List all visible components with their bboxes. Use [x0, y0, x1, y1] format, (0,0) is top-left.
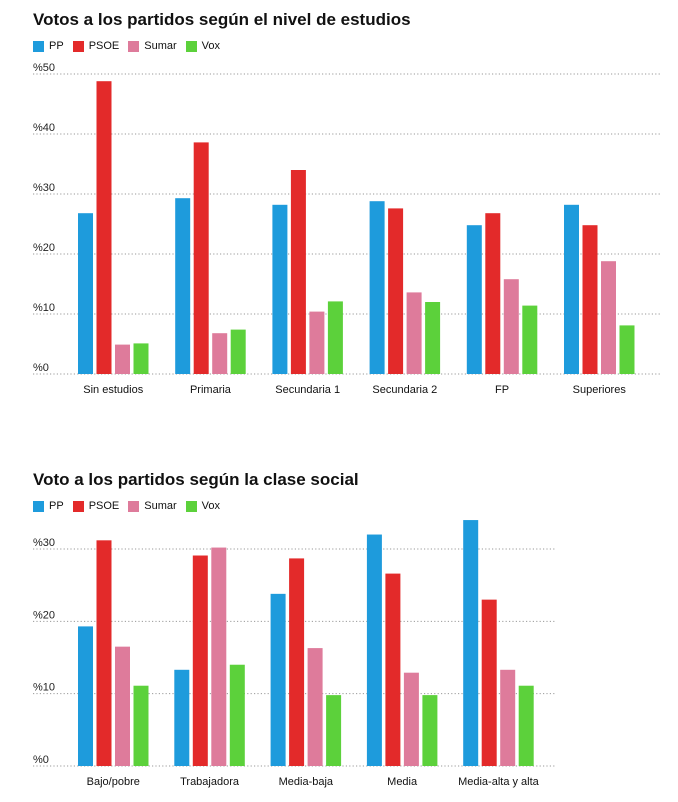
legend-item-vox: Vox	[185, 500, 221, 512]
bar-vox-superiores	[619, 325, 635, 374]
x-category-label: FP	[495, 384, 509, 396]
y-tick-label: %20	[33, 242, 55, 254]
legend-swatch-psoe	[72, 40, 84, 52]
bar-vox-primaria	[230, 329, 246, 374]
legend-item-pp: PP	[33, 40, 64, 52]
legend-label-vox: Vox	[201, 40, 221, 52]
legend-label-psoe: PSOE	[88, 500, 120, 512]
bar-pp-secundaria-1	[272, 204, 288, 374]
x-category-label: Sin estudios	[83, 384, 143, 396]
bar-vox-trabajadora	[229, 664, 245, 766]
bar-vox-media-baja	[326, 695, 342, 766]
y-tick-label: %10	[33, 682, 55, 694]
chart-educacion: Votos a los partidos según el nivel de e…	[33, 10, 660, 396]
x-category-label: Primaria	[190, 384, 232, 396]
legend-label-psoe: PSOE	[88, 40, 120, 52]
bar-sumar-sin-estudios	[115, 344, 130, 374]
chart-title: Votos a los partidos según el nivel de e…	[33, 10, 411, 29]
y-tick-label: %20	[33, 609, 55, 621]
bar-pp-bajo-pobre	[78, 626, 93, 766]
bar-vox-secundaria-2	[425, 302, 441, 374]
bar-psoe-bajo-pobre	[96, 540, 112, 766]
legend-swatch-psoe	[72, 500, 84, 512]
legend-item-psoe: PSOE	[72, 40, 120, 52]
bar-pp-sin-estudios	[78, 213, 93, 374]
legend: PP PSOE Sumar Vox	[33, 40, 229, 52]
bar-pp-media-baja	[270, 593, 286, 766]
bar-sumar-trabajadora	[211, 547, 227, 766]
y-tick-label: %0	[33, 362, 49, 374]
bar-vox-media	[422, 695, 438, 766]
bar-psoe-sin-estudios	[96, 81, 112, 374]
legend-item-vox: Vox	[185, 40, 221, 52]
bar-pp-superiores	[564, 204, 579, 374]
bar-sumar-primaria	[212, 333, 228, 374]
bar-pp-primaria	[175, 198, 191, 374]
x-category-label: Secundaria 1	[275, 384, 340, 396]
plot-area: %0 %10 %20 %30 %40 %50 Sin estudios Primaria Sec…	[33, 62, 660, 396]
bar-pp-media-alta-y-alta	[463, 520, 479, 766]
chart-clase-social: Voto a los partidos según la clase socia…	[0, 460, 678, 802]
bar-psoe-media	[385, 573, 401, 766]
x-category-label: Media	[387, 776, 418, 788]
x-category-label: Secundaria 2	[372, 384, 437, 396]
bar-sumar-bajo-pobre	[115, 646, 130, 766]
legend-swatch-sumar	[128, 40, 140, 52]
legend-item-sumar: Sumar	[128, 500, 177, 512]
y-tick-label: %0	[33, 754, 49, 766]
y-tick-label: %30	[33, 182, 55, 194]
y-tick-label: %10	[33, 302, 55, 314]
bar-sumar-secundaria-2	[406, 292, 422, 374]
legend-item-pp: PP	[33, 500, 64, 512]
bar-psoe-trabajadora	[192, 555, 208, 766]
bar-pp-media	[366, 534, 382, 766]
legend-swatch-vox	[185, 40, 197, 52]
bar-vox-media-alta-y-alta	[518, 685, 534, 766]
legend-swatch-pp	[33, 40, 44, 52]
bar-vox-sin-estudios	[133, 343, 149, 374]
chart-title: Voto a los partidos según la clase socia…	[33, 470, 359, 489]
bar-vox-fp	[522, 305, 538, 374]
legend-item-psoe: PSOE	[72, 500, 120, 512]
x-category-label: Superiores	[573, 384, 627, 396]
y-tick-label: %30	[33, 537, 55, 549]
bar-vox-bajo-pobre	[133, 685, 149, 766]
legend-item-sumar: Sumar	[128, 40, 177, 52]
legend-label-vox: Vox	[201, 500, 221, 512]
legend-label-sumar: Sumar	[144, 500, 177, 512]
plot-area: %0 %10 %20 %30 Bajo/pobre Trabajadora Media-ba…	[33, 520, 556, 788]
x-category-label: Media-alta y alta	[458, 776, 540, 788]
bar-psoe-fp	[485, 213, 501, 374]
bar-sumar-media	[403, 672, 419, 766]
legend-label-sumar: Sumar	[144, 40, 177, 52]
bar-sumar-media-baja	[307, 648, 323, 766]
bar-pp-fp	[466, 225, 482, 374]
x-category-label: Media-baja	[279, 776, 334, 788]
bar-pp-trabajadora	[174, 669, 190, 766]
bar-sumar-secundaria-1	[309, 311, 325, 374]
y-tick-label: %40	[33, 122, 55, 134]
x-category-label: Trabajadora	[180, 776, 240, 788]
bar-vox-secundaria-1	[327, 301, 343, 374]
legend-swatch-pp	[33, 500, 44, 512]
bar-sumar-media-alta-y-alta	[500, 669, 516, 766]
bar-sumar-superiores	[601, 261, 616, 374]
x-category-label: Bajo/pobre	[87, 776, 140, 788]
legend-label-pp: PP	[49, 40, 64, 52]
bar-sumar-fp	[503, 279, 519, 374]
legend-swatch-sumar	[128, 500, 140, 512]
bar-pp-secundaria-2	[369, 201, 385, 374]
legend: PP PSOE Sumar Vox	[33, 500, 229, 512]
bar-psoe-media-alta-y-alta	[481, 599, 497, 766]
y-tick-label: %50	[33, 62, 55, 74]
bar-psoe-media-baja	[289, 558, 305, 766]
legend-label-pp: PP	[49, 500, 64, 512]
bar-psoe-secundaria-2	[388, 208, 404, 374]
bar-psoe-secundaria-1	[290, 170, 306, 374]
bar-psoe-superiores	[582, 225, 598, 374]
legend-swatch-vox	[185, 500, 197, 512]
bar-psoe-primaria	[193, 142, 209, 374]
